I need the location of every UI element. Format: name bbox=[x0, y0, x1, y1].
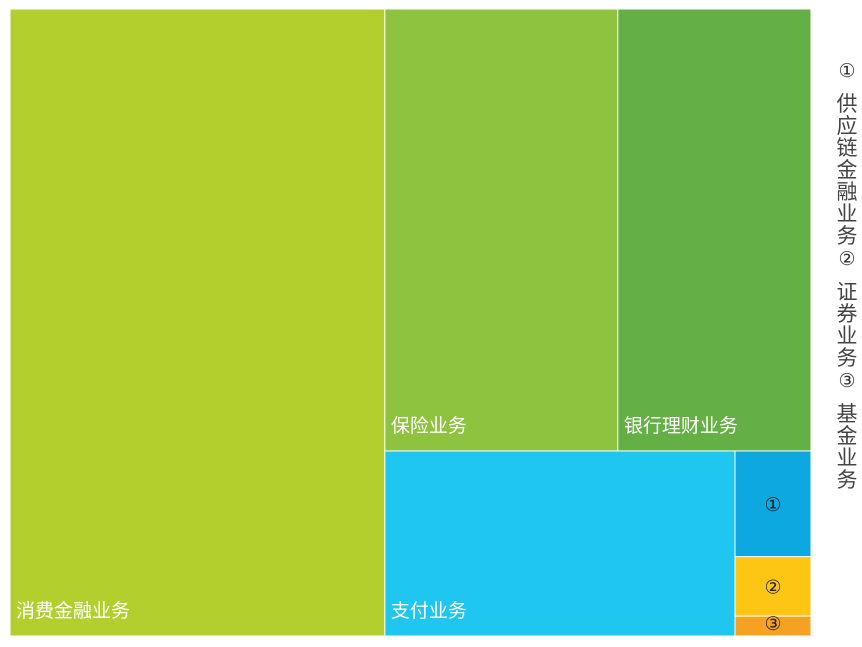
footnote-marker: ③ bbox=[838, 370, 855, 392]
tile-label: 支付业务 bbox=[391, 600, 467, 622]
treemap-tile bbox=[734, 450, 812, 558]
tile-label: 银行理财业务 bbox=[624, 415, 738, 437]
footnote-marker: ② bbox=[838, 248, 855, 270]
footnote-text: 基金业务 bbox=[837, 402, 858, 492]
tile-label: ① bbox=[764, 494, 781, 516]
footnote-marker: ① bbox=[838, 60, 855, 82]
treemap-tile bbox=[384, 8, 619, 452]
treemap-tile bbox=[9, 8, 386, 637]
footnote-text: 证券业务 bbox=[837, 280, 858, 370]
footnote-text: 供应链金融业务 bbox=[837, 92, 858, 248]
tile-label: 消费金融业务 bbox=[16, 600, 130, 622]
treemap-tile bbox=[734, 615, 812, 637]
treemap-tile bbox=[384, 450, 736, 637]
treemap-tile bbox=[734, 556, 812, 617]
tile-label: ③ bbox=[764, 613, 781, 635]
treemap-tile bbox=[617, 8, 812, 452]
tile-label: ② bbox=[764, 576, 781, 598]
tile-label: 保险业务 bbox=[391, 415, 467, 437]
